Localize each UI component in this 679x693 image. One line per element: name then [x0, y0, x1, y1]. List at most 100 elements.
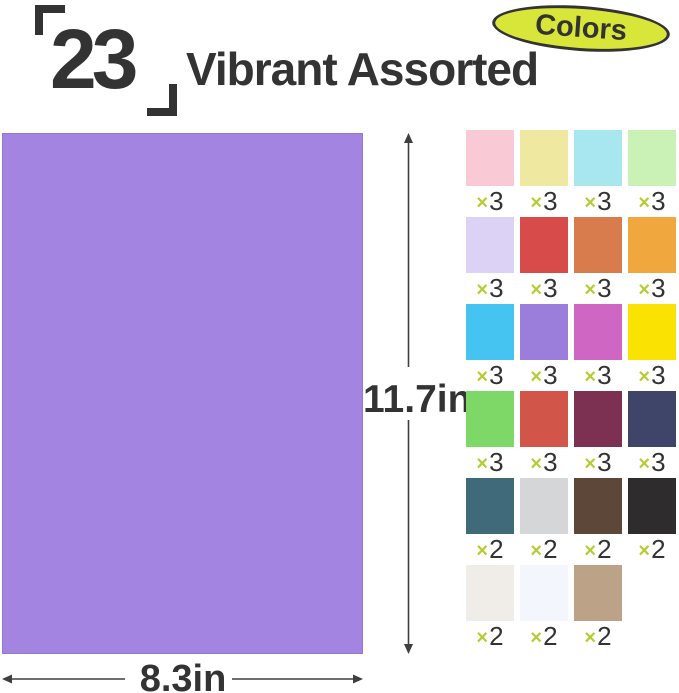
color-swatch-orchid-pink [574, 304, 622, 360]
color-swatch-light-pink [466, 130, 514, 186]
color-swatch-sky-blue [466, 304, 514, 360]
multiply-icon: × [476, 192, 489, 214]
multiply-icon: × [530, 627, 543, 649]
swatch-cell: ×2 [628, 478, 676, 565]
color-swatch-pale-yellow [520, 130, 568, 186]
swatch-cell: ×3 [574, 130, 622, 217]
multiply-icon: × [530, 192, 543, 214]
swatch-cell: ×3 [574, 391, 622, 478]
quantity-value: 2 [489, 621, 504, 651]
quantity-label: ×2 [476, 536, 503, 565]
corner-bracket-bottom-right-icon [147, 84, 177, 116]
swatch-cell: ×3 [574, 217, 622, 304]
color-swatch-light-gray [520, 478, 568, 534]
quantity-value: 3 [651, 447, 666, 477]
quantity-label: ×3 [476, 275, 503, 304]
quantity-label: ×3 [584, 188, 611, 217]
swatch-cell: ×3 [520, 130, 568, 217]
multiply-icon: × [476, 366, 489, 388]
quantity-label: ×3 [530, 188, 557, 217]
quantity-value: 2 [543, 621, 558, 651]
quantity-label: ×3 [638, 275, 665, 304]
color-swatch-plum [574, 391, 622, 447]
swatch-cell: ×3 [466, 130, 514, 217]
quantity-value: 3 [489, 273, 504, 303]
multiply-icon: × [638, 279, 651, 301]
color-swatch-pale-green [628, 130, 676, 186]
quantity-label: ×2 [638, 536, 665, 565]
quantity-value: 3 [543, 447, 558, 477]
quantity-value: 3 [489, 447, 504, 477]
colors-badge-label: Colors [534, 8, 628, 48]
quantity-label: ×3 [530, 275, 557, 304]
quantity-label: ×3 [584, 362, 611, 391]
swatch-cell: ×2 [574, 478, 622, 565]
color-swatch-purple [520, 304, 568, 360]
quantity-label: ×2 [530, 536, 557, 565]
quantity-value: 3 [543, 186, 558, 216]
page-title: Vibrant Assorted [186, 43, 539, 95]
corner-bracket-top-left-icon [35, 5, 65, 35]
multiply-icon: × [476, 279, 489, 301]
quantity-label: ×2 [476, 623, 503, 652]
swatch-cell: ×3 [466, 391, 514, 478]
multiply-icon: × [638, 540, 651, 562]
quantity-value: 2 [597, 534, 612, 564]
color-swatch-coral-red [520, 391, 568, 447]
multiply-icon: × [584, 192, 597, 214]
height-dimension-label: 11.7in [363, 378, 472, 421]
quantity-value: 3 [489, 186, 504, 216]
quantity-label: ×3 [476, 449, 503, 478]
swatch-cell: ×2 [520, 565, 568, 652]
width-dimension-label: 8.3in [139, 658, 227, 693]
color-swatch-yellow [628, 304, 676, 360]
multiply-icon: × [476, 453, 489, 475]
quantity-label: ×2 [584, 623, 611, 652]
color-swatch-white [520, 565, 568, 621]
quantity-value: 3 [597, 360, 612, 390]
swatch-cell: ×3 [628, 130, 676, 217]
color-swatch-ivory-white [466, 565, 514, 621]
quantity-value: 2 [597, 621, 612, 651]
color-swatch-tan-kraft [574, 565, 622, 621]
swatch-cell: ×2 [466, 478, 514, 565]
quantity-value: 3 [597, 186, 612, 216]
swatch-cell: ×3 [466, 217, 514, 304]
quantity-label: ×3 [584, 275, 611, 304]
multiply-icon: × [530, 366, 543, 388]
quantity-label: ×3 [584, 449, 611, 478]
quantity-value: 3 [597, 273, 612, 303]
multiply-icon: × [530, 540, 543, 562]
color-swatch-red [520, 217, 568, 273]
multiply-icon: × [638, 192, 651, 214]
multiply-icon: × [476, 627, 489, 649]
swatch-cell: ×2 [574, 565, 622, 652]
color-swatch-navy-blue [628, 391, 676, 447]
multiply-icon: × [584, 627, 597, 649]
swatch-cell: ×3 [628, 304, 676, 391]
swatch-cell: ×3 [520, 391, 568, 478]
swatch-cell: ×3 [466, 304, 514, 391]
swatch-cell: ×3 [628, 217, 676, 304]
quantity-value: 2 [543, 534, 558, 564]
multiply-icon: × [638, 366, 651, 388]
quantity-label: ×3 [638, 362, 665, 391]
quantity-value: 3 [597, 447, 612, 477]
quantity-label: ×3 [476, 362, 503, 391]
quantity-value: 3 [651, 186, 666, 216]
quantity-label: ×2 [530, 623, 557, 652]
paper-sheet [2, 133, 363, 654]
multiply-icon: × [530, 279, 543, 301]
width-dimension-arrow-icon [2, 674, 363, 684]
quantity-label: ×3 [530, 449, 557, 478]
swatch-cell: ×3 [574, 304, 622, 391]
multiply-icon: × [584, 540, 597, 562]
color-swatch-green [466, 391, 514, 447]
color-swatch-brown [574, 478, 622, 534]
quantity-label: ×3 [638, 188, 665, 217]
multiply-icon: × [476, 540, 489, 562]
swatch-cell: ×2 [520, 478, 568, 565]
color-swatch-lavender [466, 217, 514, 273]
quantity-value: 3 [489, 360, 504, 390]
